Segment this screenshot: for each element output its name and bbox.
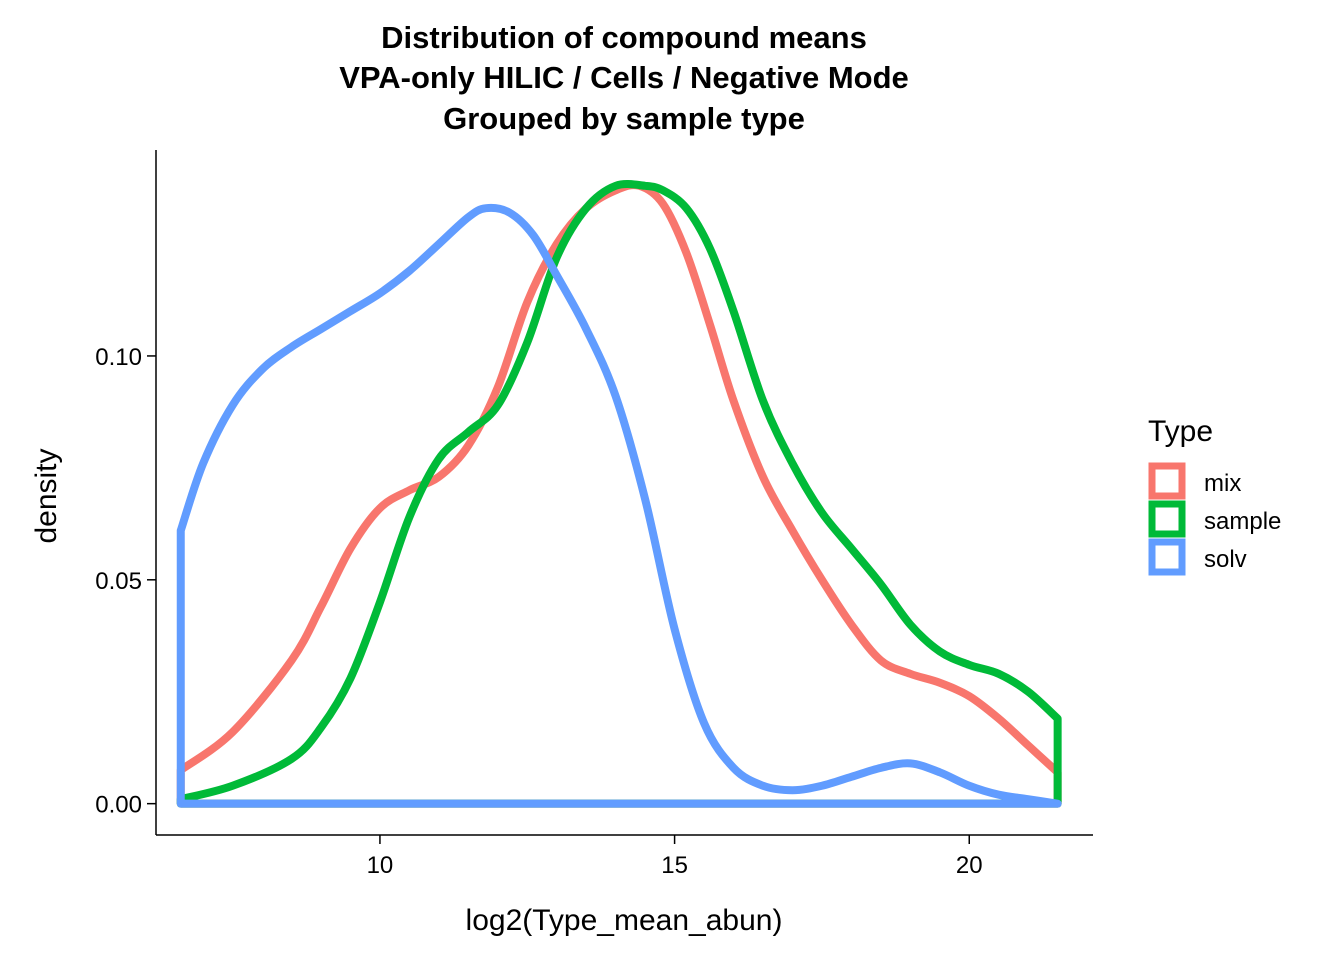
legend-title: Type xyxy=(1148,415,1213,448)
density-curve-sample xyxy=(176,179,1062,808)
legend-label-sample: sample xyxy=(1204,508,1281,535)
legend-label-solv: solv xyxy=(1204,546,1247,573)
y-tick-label: 0.05 xyxy=(95,568,142,595)
y-tick-label: 0.00 xyxy=(95,792,142,819)
y-axis-label: density xyxy=(30,448,63,543)
legend: Type mix sample solv xyxy=(1148,415,1281,576)
plot-series xyxy=(176,179,1062,808)
legend-key-solv xyxy=(1148,538,1186,576)
density-curve-mix xyxy=(176,181,1062,808)
y-ticks: 0.00 0.05 0.10 xyxy=(95,344,156,819)
chart-title-line-2: VPA-only HILIC / Cells / Negative Mode xyxy=(339,60,909,95)
x-tick-label: 15 xyxy=(661,852,688,879)
legend-key-sample xyxy=(1148,500,1186,538)
y-tick-label: 0.10 xyxy=(95,344,142,371)
x-ticks: 10 15 20 xyxy=(367,835,983,879)
density-curve-solv xyxy=(176,203,1062,808)
legend-key-mix xyxy=(1148,462,1186,500)
x-axis-label: log2(Type_mean_abun) xyxy=(466,904,783,937)
x-tick-label: 20 xyxy=(956,852,983,879)
axes xyxy=(155,150,1093,836)
x-tick-label: 10 xyxy=(367,852,394,879)
chart-title-line-3: Grouped by sample type xyxy=(443,101,805,136)
legend-label-mix: mix xyxy=(1204,470,1241,497)
chart-title-line-1: Distribution of compound means xyxy=(381,20,867,55)
